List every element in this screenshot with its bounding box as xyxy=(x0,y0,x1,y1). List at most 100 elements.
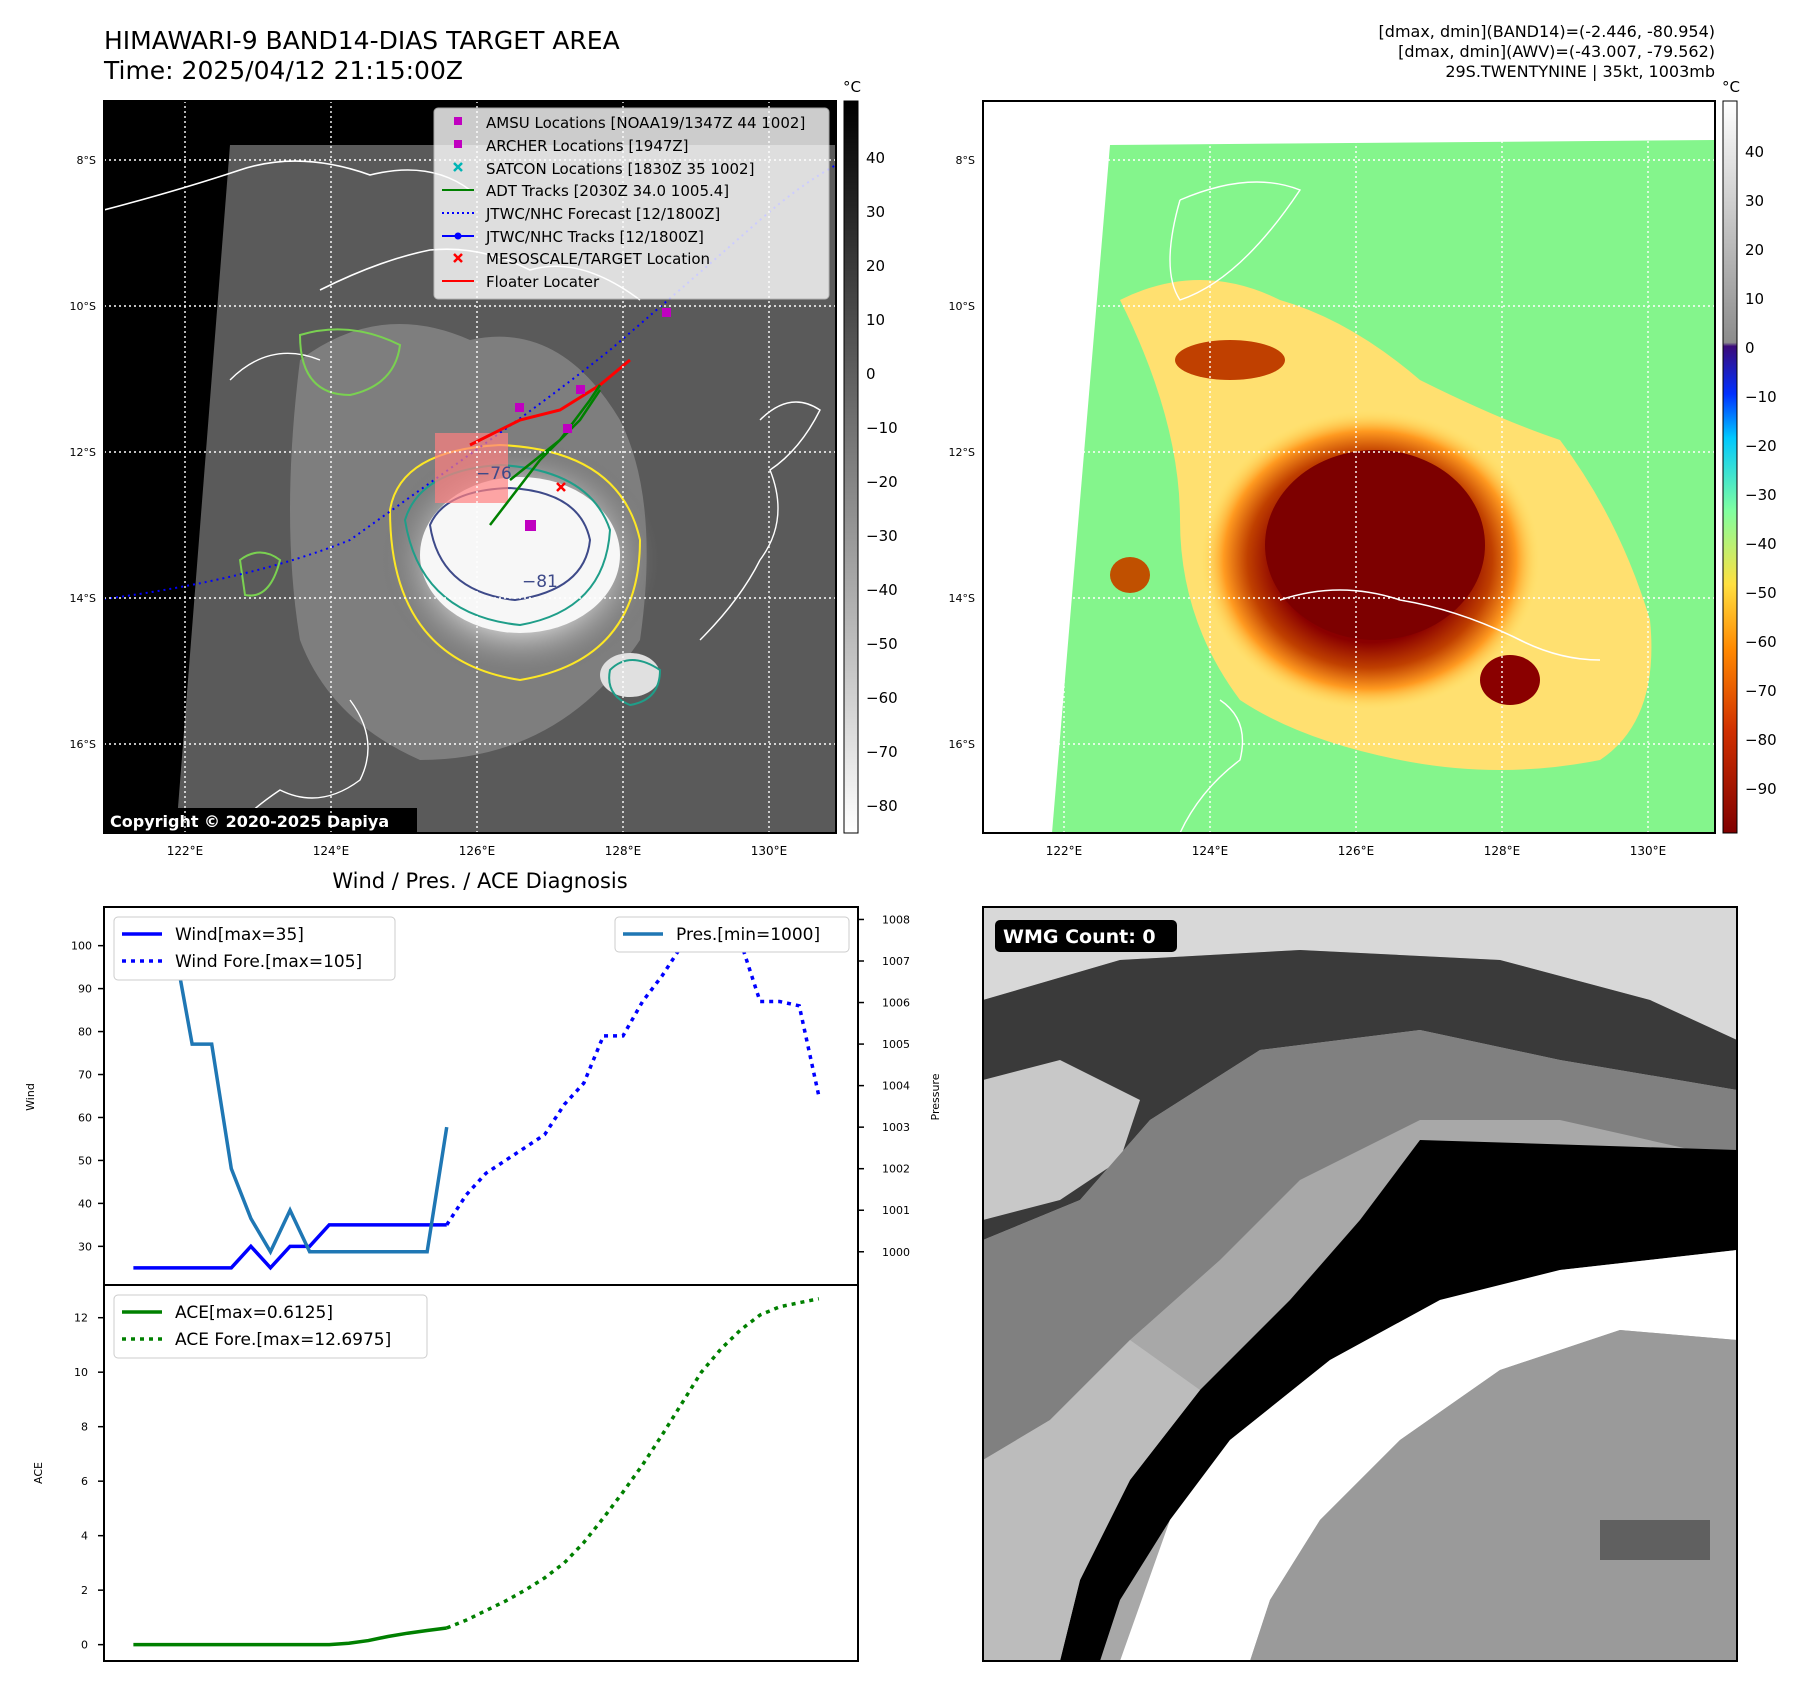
lon-label: 122°E xyxy=(1046,844,1083,858)
tracks-marker-dot xyxy=(454,232,462,240)
pressure-tick-label: 1003 xyxy=(882,1121,910,1134)
legend-satcon: SATCON Locations [1830Z 35 1002] xyxy=(486,160,754,178)
ace-fore-legend-label: ACE Fore.[max=12.6975] xyxy=(175,1330,391,1350)
wind-tick-label: 40 xyxy=(78,1197,92,1210)
pressure-axis-label: Pressure xyxy=(929,1073,942,1120)
ace-tick-label: 8 xyxy=(81,1421,88,1434)
wind-tick-label: 60 xyxy=(78,1111,92,1124)
contour-label: −81 xyxy=(522,572,558,592)
wind-axis-label: Wind xyxy=(24,1083,37,1111)
legend-target: MESOSCALE/TARGET Location xyxy=(486,250,710,268)
map-title: HIMAWARI-9 BAND14-DIAS TARGET AREA xyxy=(104,26,620,55)
awv-range: [dmax, dmin](AWV)=(-43.007, -79.562) xyxy=(1398,42,1715,61)
colorbar-tick: −60 xyxy=(866,689,898,707)
wmg-count: WMG Count: 0 xyxy=(1003,926,1156,948)
ace-tick-label: 12 xyxy=(74,1312,88,1325)
lat-label: 8°S xyxy=(956,154,975,167)
ace-legend: ACE[max=0.6125] ACE Fore.[max=12.6975] xyxy=(113,1294,428,1359)
right-lat-labels: 8°S 10°S 12°S 14°S 16°S xyxy=(949,154,975,751)
lat-label: 10°S xyxy=(70,300,96,313)
target-marker xyxy=(453,253,463,263)
legend-adt: ADT Tracks [2030Z 34.0 1005.4] xyxy=(486,182,729,200)
lon-label: 130°E xyxy=(1630,844,1667,858)
colorbar-tick: −30 xyxy=(866,527,898,545)
wind-tick-label: 90 xyxy=(78,983,92,996)
colorbar-tick: −10 xyxy=(1745,388,1777,406)
colorbar-tick: 40 xyxy=(866,149,885,167)
lat-label: 14°S xyxy=(70,592,96,605)
wind-fore-legend-label: Wind Fore.[max=105] xyxy=(175,952,362,972)
pressure-legend-label: Pres.[min=1000] xyxy=(676,925,820,945)
legend-amsu: AMSU Locations [NOAA19/1347Z 44 1002] xyxy=(486,114,805,132)
archer-marker xyxy=(454,140,462,148)
left-lat-labels: 8°S 10°S 12°S 14°S 16°S xyxy=(70,154,96,751)
wind-forecast-line xyxy=(445,921,821,1226)
map-time: Time: 2025/04/12 21:15:00Z xyxy=(104,56,463,85)
wind-tick-label: 80 xyxy=(78,1026,92,1039)
colorbar-tick: −60 xyxy=(1745,633,1777,651)
colorbar-tick: −20 xyxy=(1745,437,1777,455)
satcon-marker xyxy=(453,162,463,172)
colorbar-tick: −40 xyxy=(1745,535,1777,553)
colorbar-tick: 40 xyxy=(1745,143,1764,161)
colorbar-tick: −90 xyxy=(1745,780,1777,798)
lon-label: 126°E xyxy=(1338,844,1375,858)
pressure-legend: Pres.[min=1000] xyxy=(614,916,850,953)
lat-label: 12°S xyxy=(949,446,975,459)
colorbar-unit: °C xyxy=(843,78,861,96)
storm-info: 29S.TWENTYNINE | 35kt, 1003mb xyxy=(1445,62,1715,81)
colorbar-tick: 30 xyxy=(1745,192,1764,210)
lon-label: 124°E xyxy=(1192,844,1229,858)
legend-tracks: JTWC/NHC Tracks [12/1800Z] xyxy=(485,228,704,246)
ace-axis-label: ACE xyxy=(32,1462,45,1484)
wind-tick-label: 50 xyxy=(78,1154,92,1167)
band14-range: [dmax, dmin](BAND14)=(-2.446, -80.954) xyxy=(1378,22,1715,41)
ace-tick-label: 4 xyxy=(81,1530,88,1543)
right-satellite-map xyxy=(983,101,1715,833)
wind-line xyxy=(133,1223,447,1271)
ace-forecast-line xyxy=(446,1296,820,1630)
map-legend: AMSU Locations [NOAA19/1347Z 44 1002] AR… xyxy=(433,107,830,300)
wmg-badge xyxy=(995,920,1177,952)
colorbar-tick: 10 xyxy=(1745,290,1764,308)
ace-legend-label: ACE[max=0.6125] xyxy=(175,1303,333,1323)
legend-forecast: JTWC/NHC Forecast [12/1800Z] xyxy=(485,205,720,223)
lat-label: 8°S xyxy=(77,154,96,167)
copyright-label: Copyright © 2020-2025 Dapiya xyxy=(110,812,389,831)
left-lon-labels: 122°E 124°E 126°E 128°E 130°E xyxy=(167,844,788,858)
wind-tick-label: 30 xyxy=(78,1240,92,1253)
colorbar-tick: −50 xyxy=(1745,584,1777,602)
lon-label: 130°E xyxy=(751,844,788,858)
pressure-line xyxy=(132,918,449,1256)
colorbar-tick: −80 xyxy=(866,797,898,815)
pressure-tick-label: 1002 xyxy=(882,1163,910,1176)
pressure-tick-label: 1005 xyxy=(882,1038,910,1051)
wmg-panel xyxy=(983,907,1737,1661)
legend-archer: ARCHER Locations [1947Z] xyxy=(486,137,689,155)
ace-tick-label: 10 xyxy=(74,1366,88,1379)
colorbar-tick: −10 xyxy=(866,419,898,437)
wind-tick-label: 100 xyxy=(71,940,92,953)
contour-label: −76 xyxy=(476,464,512,484)
pressure-tick-label: 1000 xyxy=(882,1246,910,1259)
lat-label: 16°S xyxy=(949,738,975,751)
lon-label: 126°E xyxy=(459,844,496,858)
colorbar-tick: −30 xyxy=(1745,486,1777,504)
pressure-tick-label: 1006 xyxy=(882,997,910,1010)
wind-legend: Wind[max=35] Wind Fore.[max=105] xyxy=(113,916,396,981)
colorbar-tick: 0 xyxy=(1745,339,1755,357)
colorbar-tick: −20 xyxy=(866,473,898,491)
legend-floater: Floater Locater xyxy=(486,273,600,291)
colorbar-tick: 0 xyxy=(866,365,876,383)
colorbar-tick: 10 xyxy=(866,311,885,329)
colorbar-tick: −40 xyxy=(866,581,898,599)
ace-tick-label: 0 xyxy=(81,1639,88,1652)
wind-legend-label: Wind[max=35] xyxy=(175,925,304,945)
colorbar-tick: −50 xyxy=(866,635,898,653)
pressure-tick-label: 1008 xyxy=(882,913,910,926)
colorbar-unit: °C xyxy=(1722,78,1740,96)
lat-label: 12°S xyxy=(70,446,96,459)
ace-tick-label: 2 xyxy=(81,1584,88,1597)
lat-label: 10°S xyxy=(949,300,975,313)
pressure-tick-label: 1001 xyxy=(882,1204,910,1217)
